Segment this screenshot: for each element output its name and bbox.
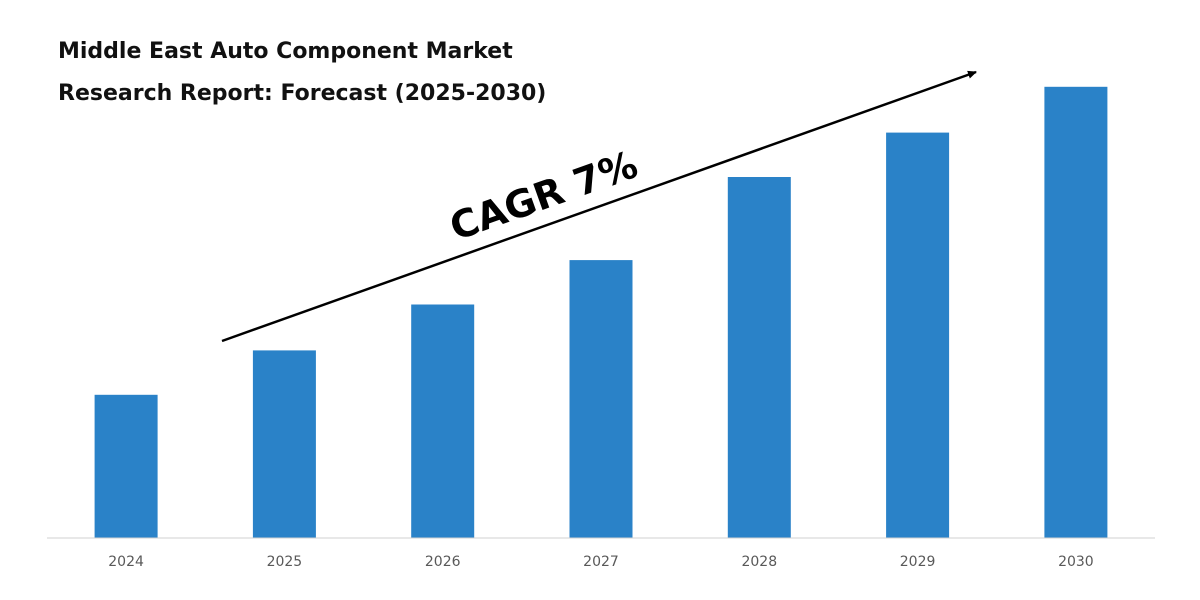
x-tick-label-2030: 2030 <box>1058 554 1094 570</box>
bar-2030 <box>1044 86 1108 539</box>
bar-2026 <box>411 304 475 538</box>
x-tick-label-2029: 2029 <box>900 554 936 570</box>
bars-group <box>94 86 1108 539</box>
x-tick-label-2025: 2025 <box>267 554 303 570</box>
x-tick-label-2026: 2026 <box>425 554 461 570</box>
x-tick-labels: 2024 2025 2026 2027 2028 2029 2030 <box>108 554 1093 570</box>
x-tick-label-2027: 2027 <box>583 554 619 570</box>
x-tick-label-2024: 2024 <box>108 554 144 570</box>
bar-2027 <box>569 260 633 538</box>
x-tick-label-2028: 2028 <box>741 554 777 570</box>
bar-2025 <box>252 350 316 538</box>
chart-title: Middle East Auto Component Market Resear… <box>58 39 546 106</box>
cagr-annotation: CAGR 7% <box>444 142 643 249</box>
cagr-arrow <box>221 70 977 343</box>
chart-title-line-2: Research Report: Forecast (2025-2030) <box>58 81 546 106</box>
bar-2029 <box>886 132 950 538</box>
bar-2024 <box>94 394 158 538</box>
chart-title-line-1: Middle East Auto Component Market <box>58 39 513 64</box>
bar-2028 <box>727 177 791 538</box>
